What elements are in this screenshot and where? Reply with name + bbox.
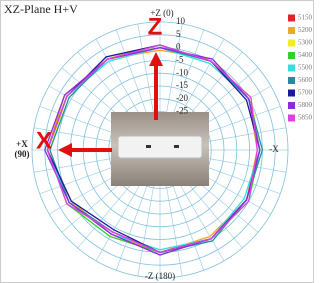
legend-label: 5800: [298, 101, 313, 109]
r-tick-label: 5: [176, 29, 181, 39]
r-tick-label: -10: [176, 67, 188, 77]
axis-label: (90): [15, 149, 30, 159]
legend-swatch: [288, 52, 295, 59]
axis-label: -X: [269, 144, 279, 154]
legend-label: 5600: [298, 76, 313, 84]
axis-label: +X: [16, 139, 28, 149]
legend-swatch: [288, 102, 295, 109]
legend-swatch: [288, 40, 295, 47]
legend-swatch: [288, 27, 295, 34]
r-tick-label: -15: [176, 80, 188, 90]
r-tick-label: 10: [176, 16, 186, 26]
legend-label: 5500: [298, 64, 313, 72]
annotation: X: [36, 127, 52, 154]
legend-label: 5300: [298, 39, 313, 47]
legend-label: 5200: [298, 26, 313, 34]
legend-swatch: [288, 65, 295, 72]
legend-swatch: [288, 77, 295, 84]
axis-label: -Z (180): [145, 271, 175, 281]
device-port: [146, 145, 151, 148]
r-tick-label: 0: [176, 42, 181, 52]
chart: XZ-Plane H+V Z X +Z (0) +X (90) -X -Z (1…: [0, 0, 314, 283]
legend-label: 5400: [298, 51, 313, 59]
legend-label: 5700: [298, 89, 313, 97]
chart-title: XZ-Plane H+V: [4, 2, 78, 16]
legend-label: 5150: [298, 14, 313, 22]
device-port: [174, 145, 179, 148]
legend-swatch: [288, 15, 295, 22]
legend-swatch: [288, 90, 295, 97]
r-tick-label: -5: [176, 54, 184, 64]
device-body: [118, 136, 202, 158]
legend-label: 5850: [298, 114, 313, 122]
axis-label: +Z (0): [150, 8, 173, 18]
r-tick-label: -25: [176, 106, 188, 116]
r-tick-label: -20: [176, 93, 188, 103]
legend-swatch: [288, 115, 295, 122]
